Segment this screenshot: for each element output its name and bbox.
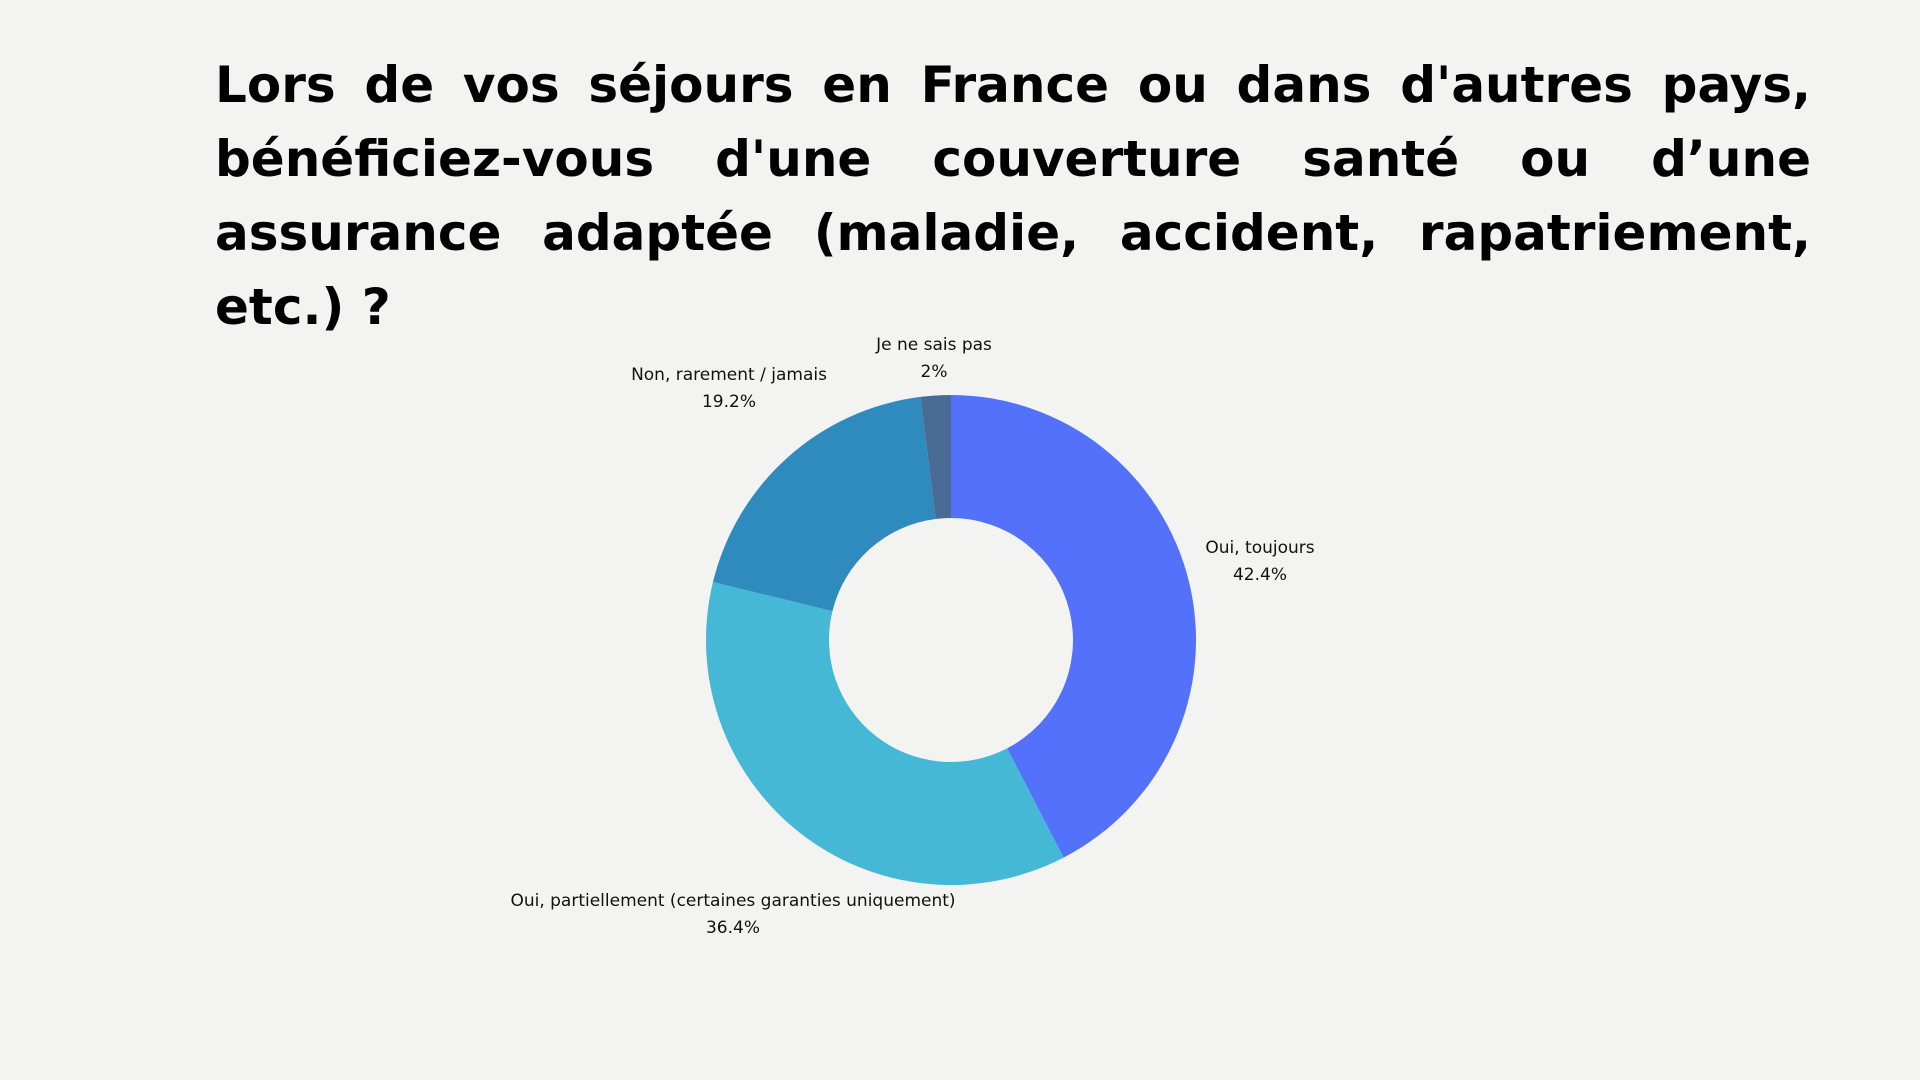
slice-label-0: Oui, toujours [1205, 538, 1314, 558]
slice-label-1: Oui, partiellement (certaines garanties … [510, 891, 955, 911]
slice-3 [920, 395, 951, 519]
slice-value-2: 19.2% [702, 392, 756, 412]
question-part1: Lors de vos séjours en France ou dans d'… [215, 56, 1811, 114]
question-title: Lors de vos séjours en France ou dans d'… [215, 48, 1811, 344]
slice-label-2: Non, rarement / jamais [631, 365, 827, 385]
slice-2 [712, 396, 936, 612]
slice-value-3: 2% [921, 362, 948, 382]
slice-1 [705, 582, 1064, 885]
slice-value-0: 42.4% [1233, 565, 1287, 585]
slice-0 [951, 395, 1196, 858]
question-part3: (maladie, accident, rapatriement, etc.) … [215, 204, 1811, 336]
labels-group: Oui, toujours 42.4% Oui, partiellement (ce… [510, 335, 1314, 938]
slice-label-3: Je ne sais pas [875, 335, 992, 355]
question-part2-bold: bénéficiez-vous d'une couverture santé o… [215, 130, 1811, 262]
slices-group [705, 395, 1196, 885]
slice-value-1: 36.4% [706, 918, 760, 938]
